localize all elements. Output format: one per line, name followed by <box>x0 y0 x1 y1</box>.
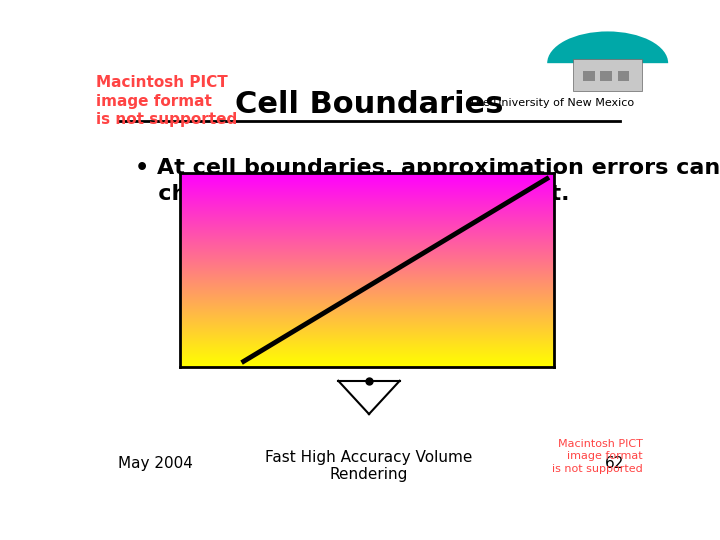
Text: Fast High Accuracy Volume
Rendering: Fast High Accuracy Volume Rendering <box>265 450 473 482</box>
Text: 62: 62 <box>605 456 624 471</box>
Text: • At cell boundaries, approximation errors can
   change when the color does not: • At cell boundaries, approximation erro… <box>135 158 720 205</box>
Bar <box>583 71 595 80</box>
Text: Macintosh PICT
image format
is not supported: Macintosh PICT image format is not suppo… <box>96 75 237 127</box>
Text: The University of New Mexico: The University of New Mexico <box>469 98 634 109</box>
Text: Macintosh PICT
image format
is not supported: Macintosh PICT image format is not suppo… <box>552 439 642 474</box>
Text: Cell Boundaries: Cell Boundaries <box>235 90 503 119</box>
Text: May 2004: May 2004 <box>118 456 193 471</box>
Bar <box>573 59 642 91</box>
Wedge shape <box>547 31 668 63</box>
Bar <box>600 71 612 80</box>
Bar <box>618 71 629 80</box>
